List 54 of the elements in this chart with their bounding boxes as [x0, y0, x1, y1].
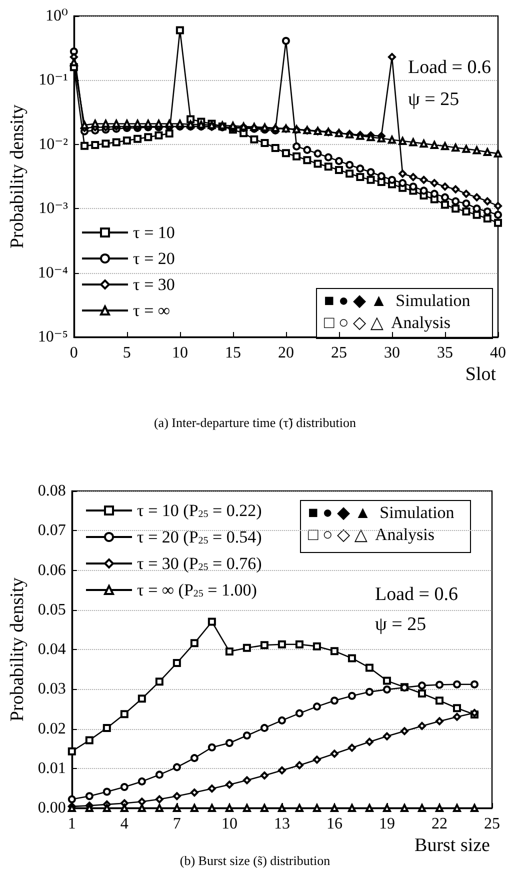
text: (b) Burst size (s̃) distribution: [180, 853, 331, 868]
text: (a) Inter-departure time (τ̃) distribution: [154, 415, 357, 430]
y-tick-label: 0.00: [38, 800, 66, 816]
legend-label: τ = 30: [133, 275, 175, 294]
x-tick-label: 7: [172, 816, 181, 832]
legend-label: τ = 10: [133, 223, 175, 242]
x-tick-label: 25: [330, 344, 347, 362]
annotation: ■ ● ◆ ▲ Simulation: [308, 503, 455, 522]
x-tick-label: 19: [378, 816, 395, 832]
x-tick-label: 13: [274, 816, 290, 832]
x-tick-label: 1: [68, 816, 76, 832]
x-axis-title: Burst size: [414, 835, 490, 856]
annotation: □ ○ ◇ △ Analysis: [324, 313, 450, 332]
y-tick-label: 0.04: [38, 641, 66, 658]
y-axis-title: Probability density: [7, 104, 28, 249]
annotation: Load = 0.6: [375, 584, 458, 605]
y-tick-label: 10⁻³: [38, 200, 68, 218]
x-tick-label: 4: [120, 816, 128, 832]
y-tick-label: 10⁻²: [38, 136, 68, 153]
x-tick-label: 15: [224, 344, 241, 362]
legend-label: τ = 20: [133, 249, 175, 268]
x-tick-label: 10: [172, 344, 188, 362]
y-tick-label: 0.05: [38, 601, 66, 618]
legend-label: τ = ∞: [133, 301, 170, 320]
annotation: ■ ● ◆ ▲ Simulation: [324, 291, 471, 310]
annotation: ψ = 25: [408, 89, 460, 110]
legend-label: τ = 30 (P25 = 0.76): [137, 554, 262, 573]
y-tick-label: 0.02: [38, 720, 66, 738]
annotation: Load = 0.6: [408, 57, 492, 78]
x-tick-label: 35: [436, 344, 453, 362]
y-tick-label: 10⁻⁵: [38, 328, 68, 346]
x-tick-label: 40: [490, 344, 506, 362]
y-tick-label: 0.06: [38, 562, 66, 579]
y-tick-label: 10⁰: [46, 8, 68, 24]
x-tick-label: 20: [278, 344, 294, 362]
annotation: ψ = 25: [375, 614, 426, 635]
y-tick-label: 10⁻⁴: [38, 264, 68, 282]
y-tick-label: 0.08: [38, 482, 66, 500]
x-tick-label: 30: [384, 344, 400, 362]
legend-label: τ = ∞ (P25 = 1.00): [137, 580, 257, 600]
x-tick-label: 10: [221, 816, 238, 832]
y-tick-label: 0.03: [38, 680, 66, 698]
x-tick-label: 0: [70, 344, 78, 362]
x-tick-label: 5: [122, 344, 131, 362]
x-axis-title: Slot: [465, 364, 497, 385]
x-tick-label: 22: [431, 816, 448, 832]
x-tick-label: 16: [326, 816, 342, 832]
legend-label: τ = 20 (P25 = 0.54): [137, 528, 262, 546]
y-tick-label: 0.07: [38, 522, 66, 540]
legend-label: τ = 10 (P25 = 0.22): [137, 501, 262, 520]
y-tick-label: 10⁻¹: [38, 72, 68, 89]
x-tick-label: 25: [484, 816, 500, 832]
y-axis-title: Probability density: [7, 576, 28, 722]
y-tick-label: 0.01: [38, 760, 66, 777]
